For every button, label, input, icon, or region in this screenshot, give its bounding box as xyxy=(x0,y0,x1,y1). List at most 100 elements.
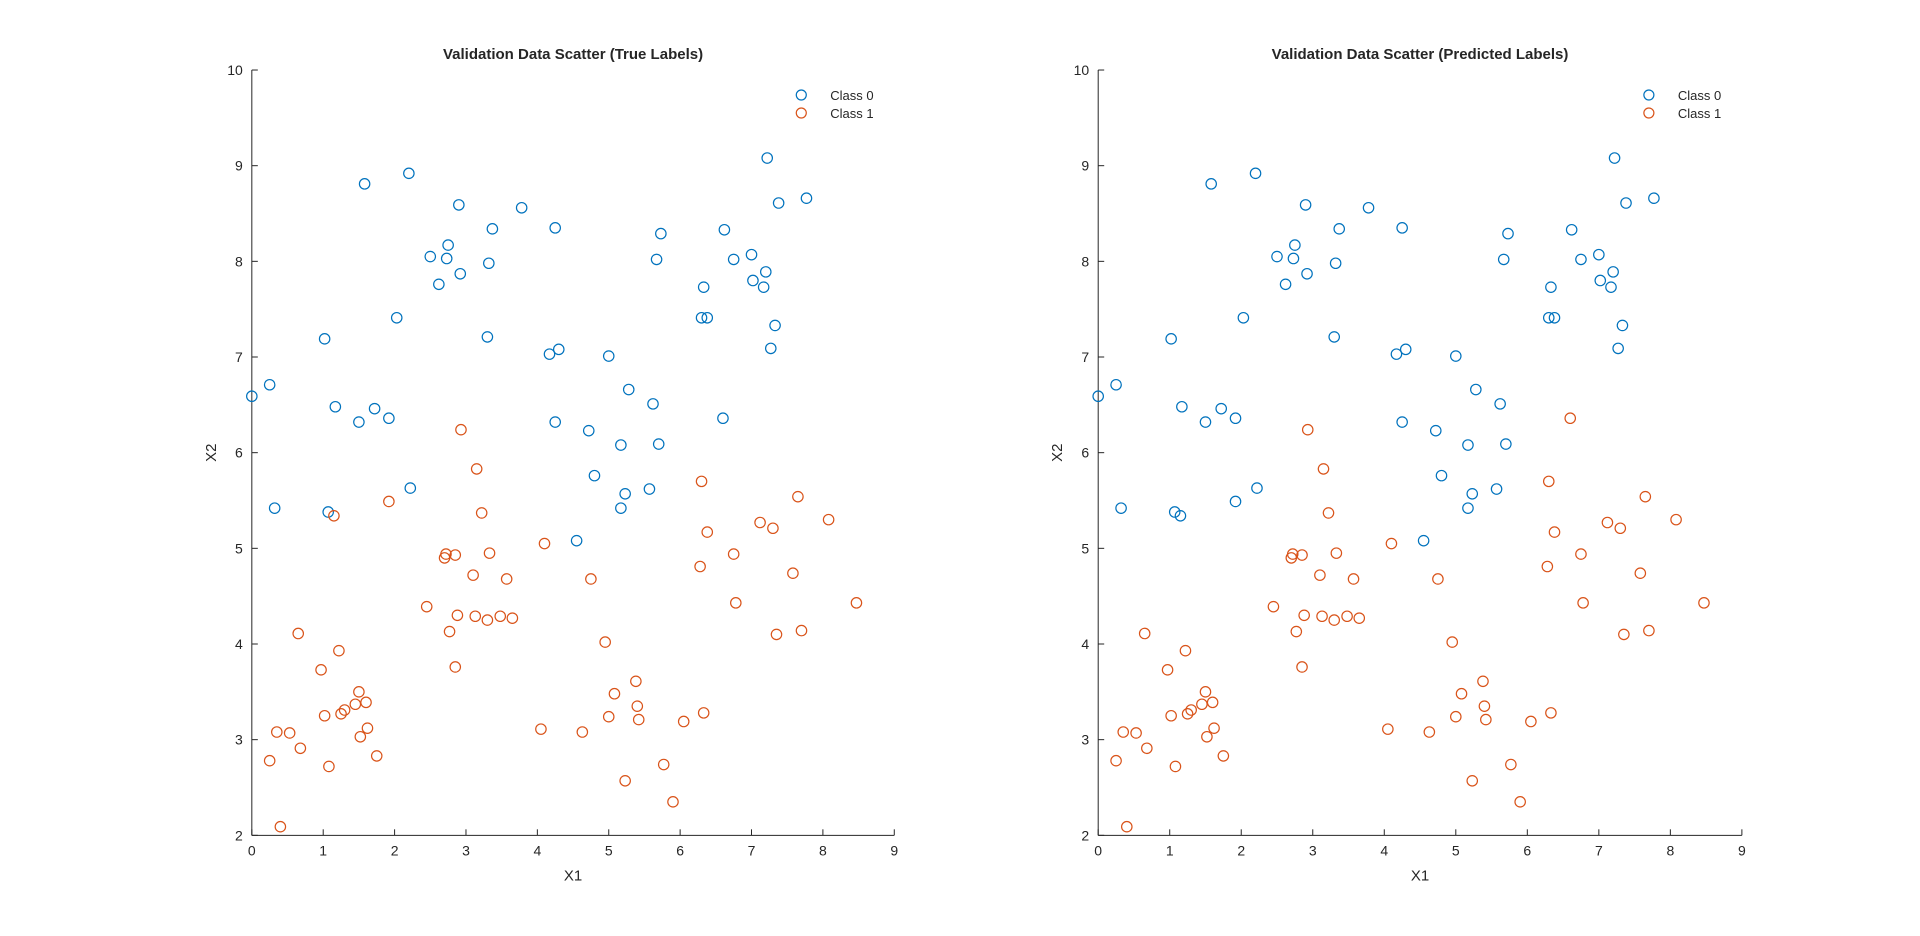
point-class-1 xyxy=(850,597,863,609)
point-class-0 xyxy=(1502,227,1514,240)
y-tick-label: 9 xyxy=(1081,158,1089,174)
point-class-0 xyxy=(1462,502,1474,514)
y-tick-label: 9 xyxy=(235,158,243,174)
legend-label-class-0: Class 0 xyxy=(830,88,873,103)
point-class-1 xyxy=(730,597,742,609)
point-class-1 xyxy=(538,537,551,550)
point-class-1 xyxy=(1169,760,1182,773)
point-class-1 xyxy=(767,522,779,535)
point-class-0 xyxy=(727,253,740,266)
point-class-1 xyxy=(1161,664,1174,676)
point-class-1 xyxy=(455,423,467,436)
x-tick-label: 6 xyxy=(676,842,684,858)
y-tick-label: 2 xyxy=(1081,827,1089,843)
point-class-1 xyxy=(1505,758,1517,771)
point-class-1 xyxy=(585,573,597,585)
point-class-1 xyxy=(1564,412,1577,425)
point-class-1 xyxy=(1347,573,1360,585)
point-class-0 xyxy=(1251,482,1263,494)
point-class-0 xyxy=(263,378,276,391)
x-tick-label: 7 xyxy=(748,842,756,858)
point-class-1 xyxy=(1286,548,1299,560)
point-class-1 xyxy=(795,624,808,637)
point-class-1 xyxy=(787,567,799,580)
point-class-1 xyxy=(451,609,464,622)
point-class-0 xyxy=(747,274,759,287)
point-class-1 xyxy=(349,698,362,711)
point-class-0 xyxy=(1301,267,1313,280)
point-class-1 xyxy=(1575,548,1587,560)
scatter-plot-true-labels: Validation Data Scatter (True Labels) X1… xyxy=(203,46,899,884)
x-axis-label: X1 xyxy=(564,867,582,884)
y-tick-label: 7 xyxy=(1081,349,1089,365)
point-class-0 xyxy=(622,383,635,396)
point-class-1 xyxy=(619,774,631,787)
point-class-0 xyxy=(1435,469,1448,482)
legend-marker-class-0 xyxy=(1643,89,1655,101)
point-class-1 xyxy=(701,526,714,538)
point-class-1 xyxy=(1634,567,1647,580)
point-class-1 xyxy=(333,644,345,657)
point-class-1 xyxy=(630,675,642,688)
point-class-0 xyxy=(486,223,499,235)
point-class-1 xyxy=(1179,644,1192,657)
point-class-1 xyxy=(1217,750,1230,762)
point-class-0 xyxy=(1110,378,1122,391)
point-class-1 xyxy=(1466,774,1479,787)
point-class-1 xyxy=(443,625,456,638)
point-class-0 xyxy=(1168,506,1181,518)
point-class-1 xyxy=(323,760,335,773)
legend-label-class-0: Class 0 xyxy=(1678,88,1721,103)
point-class-1 xyxy=(1185,704,1197,716)
y-tick-label: 10 xyxy=(1074,62,1090,78)
point-class-1 xyxy=(1618,628,1630,641)
point-class-1 xyxy=(1141,742,1153,755)
point-class-1 xyxy=(631,700,644,712)
x-tick-label: 3 xyxy=(462,842,470,858)
point-class-0 xyxy=(549,222,562,234)
y-tick-label: 6 xyxy=(1081,445,1089,461)
point-class-0 xyxy=(1429,424,1442,437)
point-class-1 xyxy=(1208,722,1220,734)
point-class-1 xyxy=(1477,675,1489,688)
point-class-0 xyxy=(1494,398,1506,410)
point-class-1 xyxy=(1614,522,1627,535)
point-class-1 xyxy=(338,704,351,716)
point-class-1 xyxy=(335,708,347,720)
point-class-1 xyxy=(1165,709,1177,722)
point-class-1 xyxy=(632,713,645,726)
point-class-0 xyxy=(1548,311,1561,324)
point-class-1 xyxy=(599,636,611,648)
legend-marker-class-1 xyxy=(795,107,807,119)
point-class-0 xyxy=(1593,248,1605,261)
legend: Class 0 Class 1 xyxy=(795,88,874,121)
point-class-0 xyxy=(549,416,562,428)
point-class-1 xyxy=(1449,710,1462,723)
y-tick-label: 3 xyxy=(235,732,243,748)
point-class-1 xyxy=(469,610,482,623)
x-tick-label: 1 xyxy=(319,842,327,858)
point-class-0 xyxy=(588,469,601,482)
point-class-1 xyxy=(1296,549,1308,561)
point-class-1 xyxy=(470,463,483,475)
point-class-0 xyxy=(1229,412,1242,425)
point-class-1 xyxy=(420,600,433,613)
point-class-0 xyxy=(404,482,417,494)
point-class-1 xyxy=(1480,713,1492,726)
point-class-0 xyxy=(1594,274,1607,287)
point-class-0 xyxy=(1616,319,1629,332)
point-class-1 xyxy=(483,547,496,559)
y-tick-label: 7 xyxy=(235,349,243,365)
point-class-0 xyxy=(745,248,758,261)
y-tick-label: 8 xyxy=(235,253,243,269)
point-class-0 xyxy=(1620,197,1632,209)
point-class-1 xyxy=(754,516,766,529)
x-tick-label: 4 xyxy=(533,842,541,858)
point-class-1 xyxy=(1317,463,1330,475)
point-class-1 xyxy=(353,686,365,698)
point-class-0 xyxy=(1237,311,1250,324)
point-class-0 xyxy=(1279,278,1292,291)
point-class-1 xyxy=(657,758,670,771)
point-class-0 xyxy=(1490,483,1503,495)
point-class-0 xyxy=(1396,416,1408,428)
